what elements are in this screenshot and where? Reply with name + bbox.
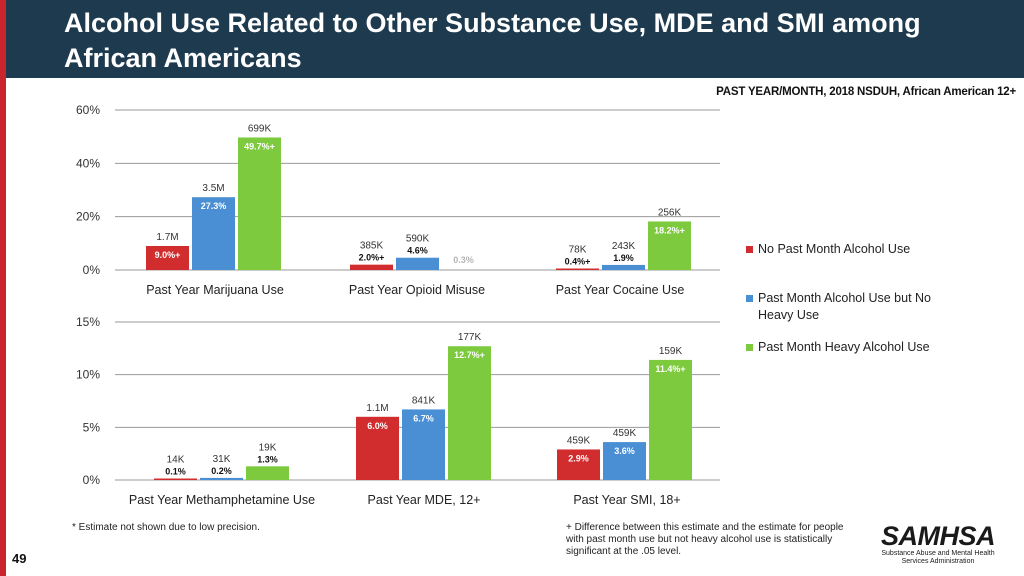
data-label: 0.3% xyxy=(453,255,474,265)
legend-swatch-red xyxy=(746,246,753,253)
count-label: 19K xyxy=(259,442,277,453)
data-label: 3.6% xyxy=(614,446,635,456)
data-label: 0.2% xyxy=(211,466,232,476)
count-label: 1.7M xyxy=(156,232,178,243)
bar xyxy=(402,409,445,480)
left-accent-bar xyxy=(0,0,6,576)
footnote-significance: + Difference between this estimate and t… xyxy=(566,522,844,557)
count-label: 31K xyxy=(213,454,231,465)
category-label: Past Year Marijuana Use xyxy=(146,283,284,297)
bar xyxy=(649,359,692,480)
count-label: 459K xyxy=(567,435,591,446)
y-tick-label: 0% xyxy=(83,263,101,277)
count-label: 243K xyxy=(612,241,636,252)
title-banner xyxy=(6,0,1024,78)
footnote-low-precision: * Estimate not shown due to low precisio… xyxy=(72,522,260,533)
bar xyxy=(396,257,439,270)
bar xyxy=(246,466,289,480)
data-label: 1.9% xyxy=(613,253,634,263)
count-label: 14K xyxy=(167,455,185,466)
count-label: 78K xyxy=(569,245,587,256)
bar xyxy=(146,246,189,270)
count-label: 459K xyxy=(613,428,637,439)
y-tick-label: 40% xyxy=(76,156,100,170)
data-label: 2.9% xyxy=(568,453,589,463)
legend-label: Past Month Heavy Alcohol Use xyxy=(758,340,930,354)
bar xyxy=(602,264,645,270)
count-label: 385K xyxy=(360,241,384,252)
y-tick-label: 0% xyxy=(83,473,101,487)
chart-subtitle: PAST YEAR/MONTH, 2018 NSDUH, African Ame… xyxy=(716,86,1016,98)
data-label: 49.7%+ xyxy=(244,141,275,151)
slide-title: Alcohol Use Related to Other Substance U… xyxy=(64,8,921,73)
data-label: 1.3% xyxy=(257,454,278,464)
bar xyxy=(200,477,243,480)
count-label: 3.5M xyxy=(202,183,224,194)
count-label: 256K xyxy=(658,207,682,218)
bar xyxy=(238,137,281,270)
data-label: 2.0%+ xyxy=(359,253,385,263)
legend-swatch-blue xyxy=(746,295,753,302)
category-label: Past Year Cocaine Use xyxy=(556,283,685,297)
bar xyxy=(350,264,393,270)
category-label: Past Year Opioid Misuse xyxy=(349,283,485,297)
legend-label: Past Month Alcohol Use but No Heavy Use xyxy=(758,291,932,322)
bar xyxy=(192,197,235,270)
bar xyxy=(556,268,599,270)
data-label: 18.2%+ xyxy=(654,225,685,235)
data-label: 11.4%+ xyxy=(655,364,685,374)
y-tick-label: 10% xyxy=(76,368,100,382)
data-label: 12.7%+ xyxy=(454,350,485,360)
bar xyxy=(154,478,197,480)
logo-wordmark: SAMHSA xyxy=(880,521,996,551)
data-label: 4.6% xyxy=(407,246,428,256)
data-label: 27.3% xyxy=(201,201,227,211)
bar xyxy=(356,416,399,480)
count-label: 841K xyxy=(412,395,436,406)
count-label: 590K xyxy=(406,234,430,245)
count-label: 1.1M xyxy=(366,403,388,414)
bar xyxy=(557,449,600,480)
category-label: Past Year MDE, 12+ xyxy=(368,493,481,507)
y-tick-label: 60% xyxy=(76,103,100,117)
count-label: 699K xyxy=(248,123,272,134)
data-label: 6.0% xyxy=(367,421,388,431)
data-label: 6.7% xyxy=(413,413,434,423)
legend-swatch-green xyxy=(746,344,753,351)
category-label: Past Year SMI, 18+ xyxy=(573,493,680,507)
count-label: 177K xyxy=(458,332,482,343)
y-tick-label: 15% xyxy=(76,315,100,329)
bar xyxy=(448,346,491,480)
category-label: Past Year Methamphetamine Use xyxy=(129,493,315,507)
data-label: 0.4%+ xyxy=(565,257,591,267)
page-number: 49 xyxy=(12,551,27,566)
logo-tagline: Substance Abuse and Mental Health Servic… xyxy=(881,550,995,565)
legend-label: No Past Month Alcohol Use xyxy=(758,242,911,256)
y-tick-label: 20% xyxy=(76,210,100,224)
bar xyxy=(603,442,646,480)
y-tick-label: 5% xyxy=(83,420,101,434)
samhsa-logo: SAMHSA Substance Abuse and Mental Health… xyxy=(878,522,998,566)
count-label: 159K xyxy=(659,346,683,357)
bar xyxy=(648,221,691,270)
data-label: 0.1% xyxy=(165,467,186,477)
data-label: 9.0%+ xyxy=(155,250,181,260)
